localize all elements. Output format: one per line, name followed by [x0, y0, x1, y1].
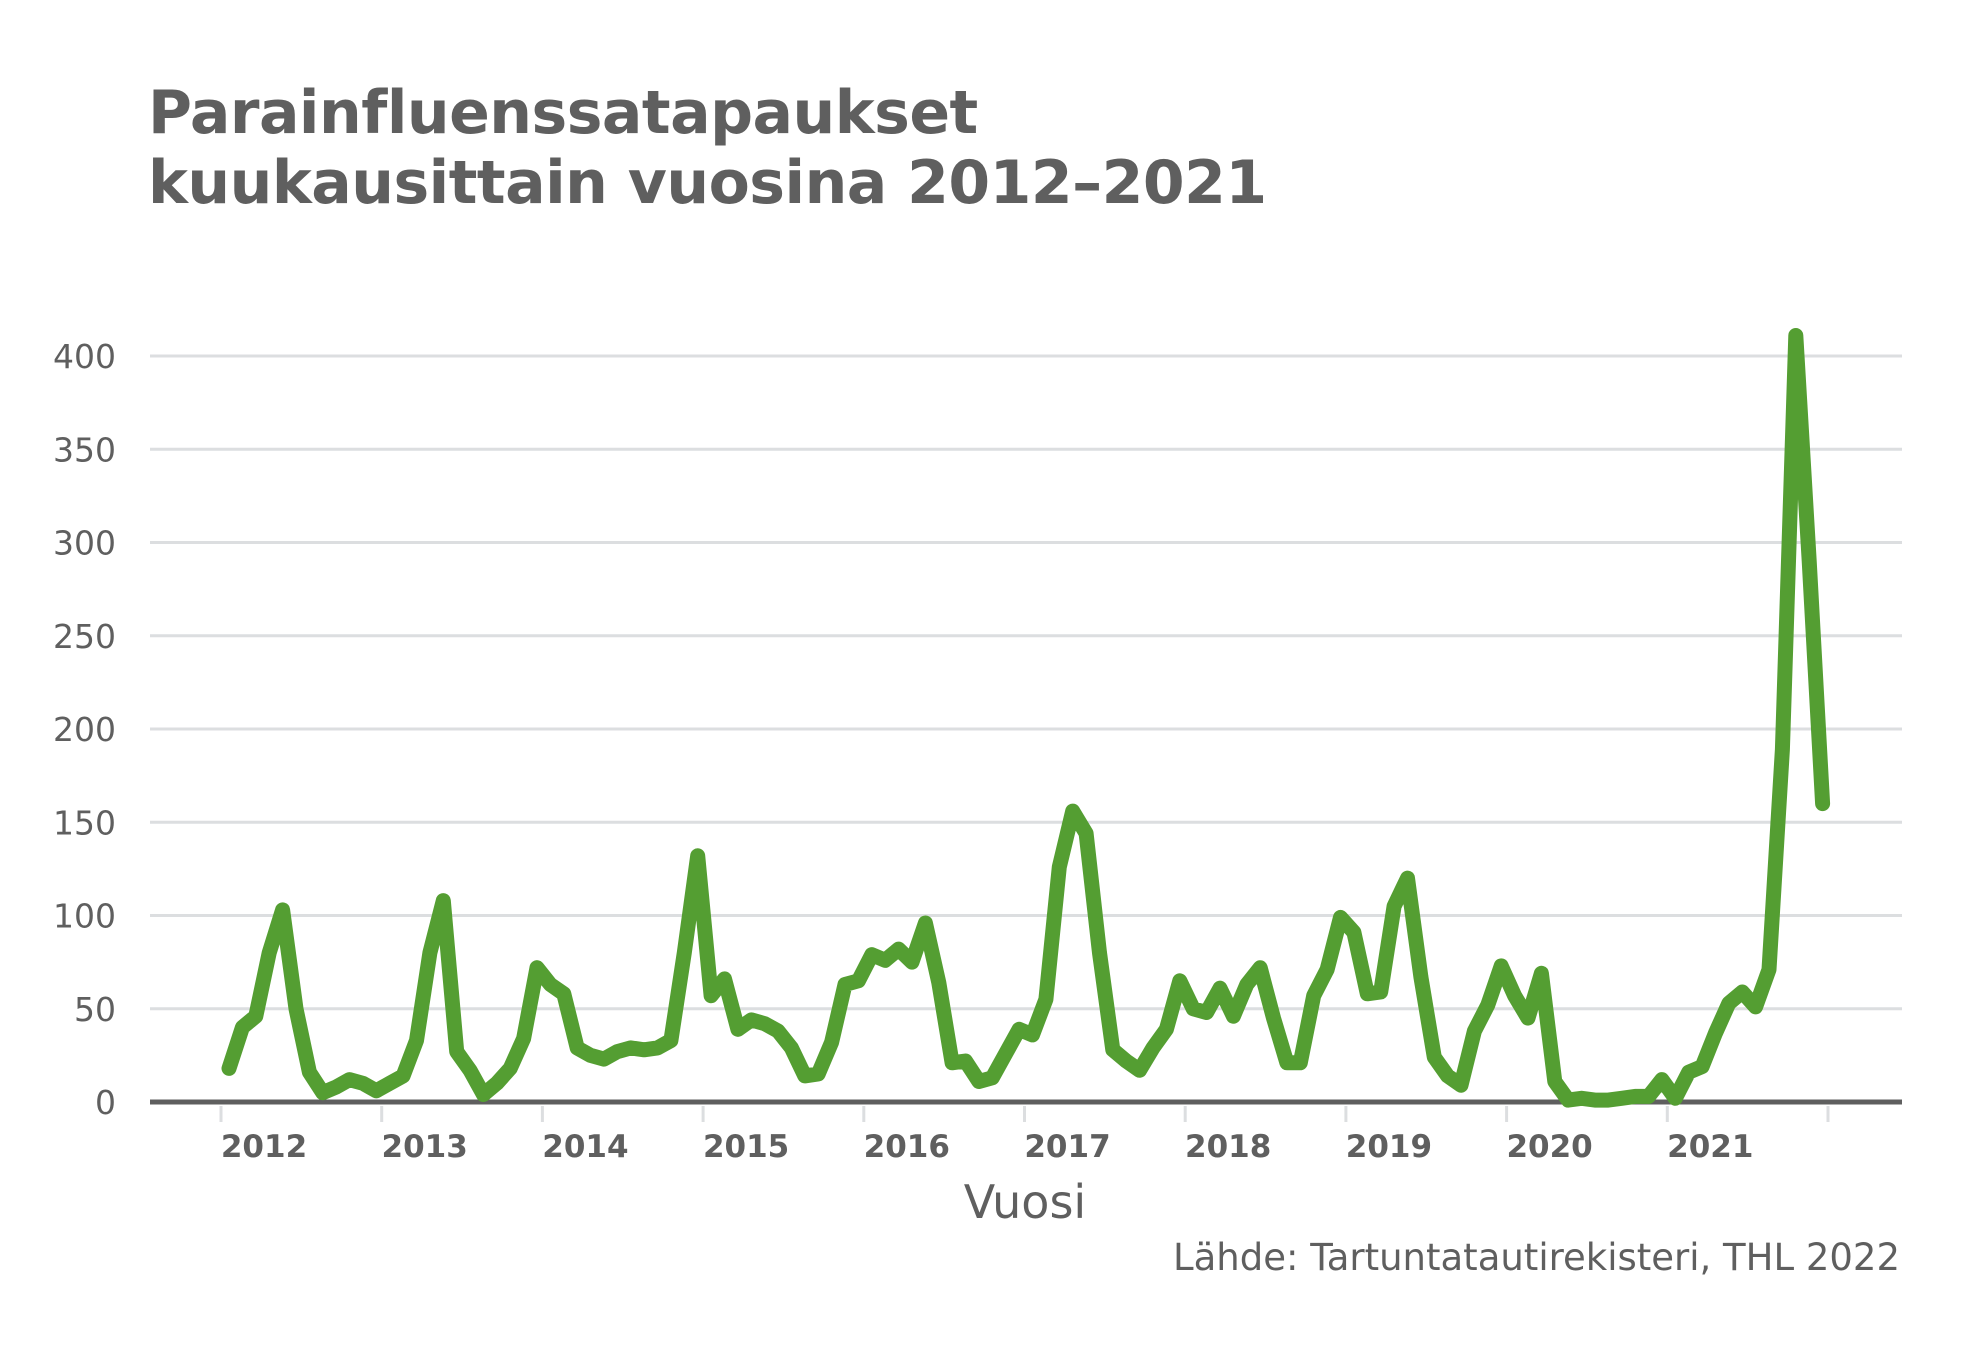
x-tick-label: 2021 — [1667, 1129, 1753, 1165]
y-tick-label: 150 — [53, 803, 116, 842]
x-tick-label: 2017 — [1024, 1129, 1110, 1165]
chart-title-line-1: Parainfluenssatapaukset — [148, 78, 978, 148]
x-tick-label: 2016 — [864, 1129, 950, 1165]
y-tick-label: 0 — [95, 1083, 116, 1122]
y-tick-label: 250 — [53, 617, 116, 656]
y-axis-labels: 0 50 100 150 200 250 300 350 400 — [53, 337, 116, 1122]
y-tick-label: 350 — [53, 430, 116, 469]
x-tick-label: 2018 — [1185, 1129, 1271, 1165]
x-tick-label: 2014 — [542, 1129, 628, 1165]
gridlines — [150, 354, 1902, 1011]
x-tick-label: 2012 — [221, 1129, 307, 1165]
x-tick-label: 2019 — [1346, 1129, 1432, 1165]
y-tick-label: 200 — [53, 710, 116, 749]
y-tick-label: 50 — [74, 990, 116, 1029]
chart-title: Parainfluenssatapaukset kuukausittain vu… — [148, 78, 1267, 218]
y-tick-label: 300 — [53, 524, 116, 563]
x-tick-label: 2013 — [382, 1129, 468, 1165]
data-line — [221, 328, 1831, 1108]
x-tick-label: 2020 — [1506, 1129, 1592, 1165]
x-axis: 2012 2013 2014 2015 2016 2017 2018 2019 2020 2021 — [150, 1099, 1902, 1165]
y-tick-label: 100 — [53, 897, 116, 936]
y-tick-label: 400 — [53, 337, 116, 376]
chart-title-line-2: kuukausittain vuosina 2012–2021 — [148, 148, 1267, 218]
source-note: Lähde: Tartuntatautirekisteri, THL 2022 — [1173, 1236, 1900, 1279]
x-tick-label: 2015 — [703, 1129, 789, 1165]
x-axis-title: Vuosi — [963, 1175, 1087, 1229]
